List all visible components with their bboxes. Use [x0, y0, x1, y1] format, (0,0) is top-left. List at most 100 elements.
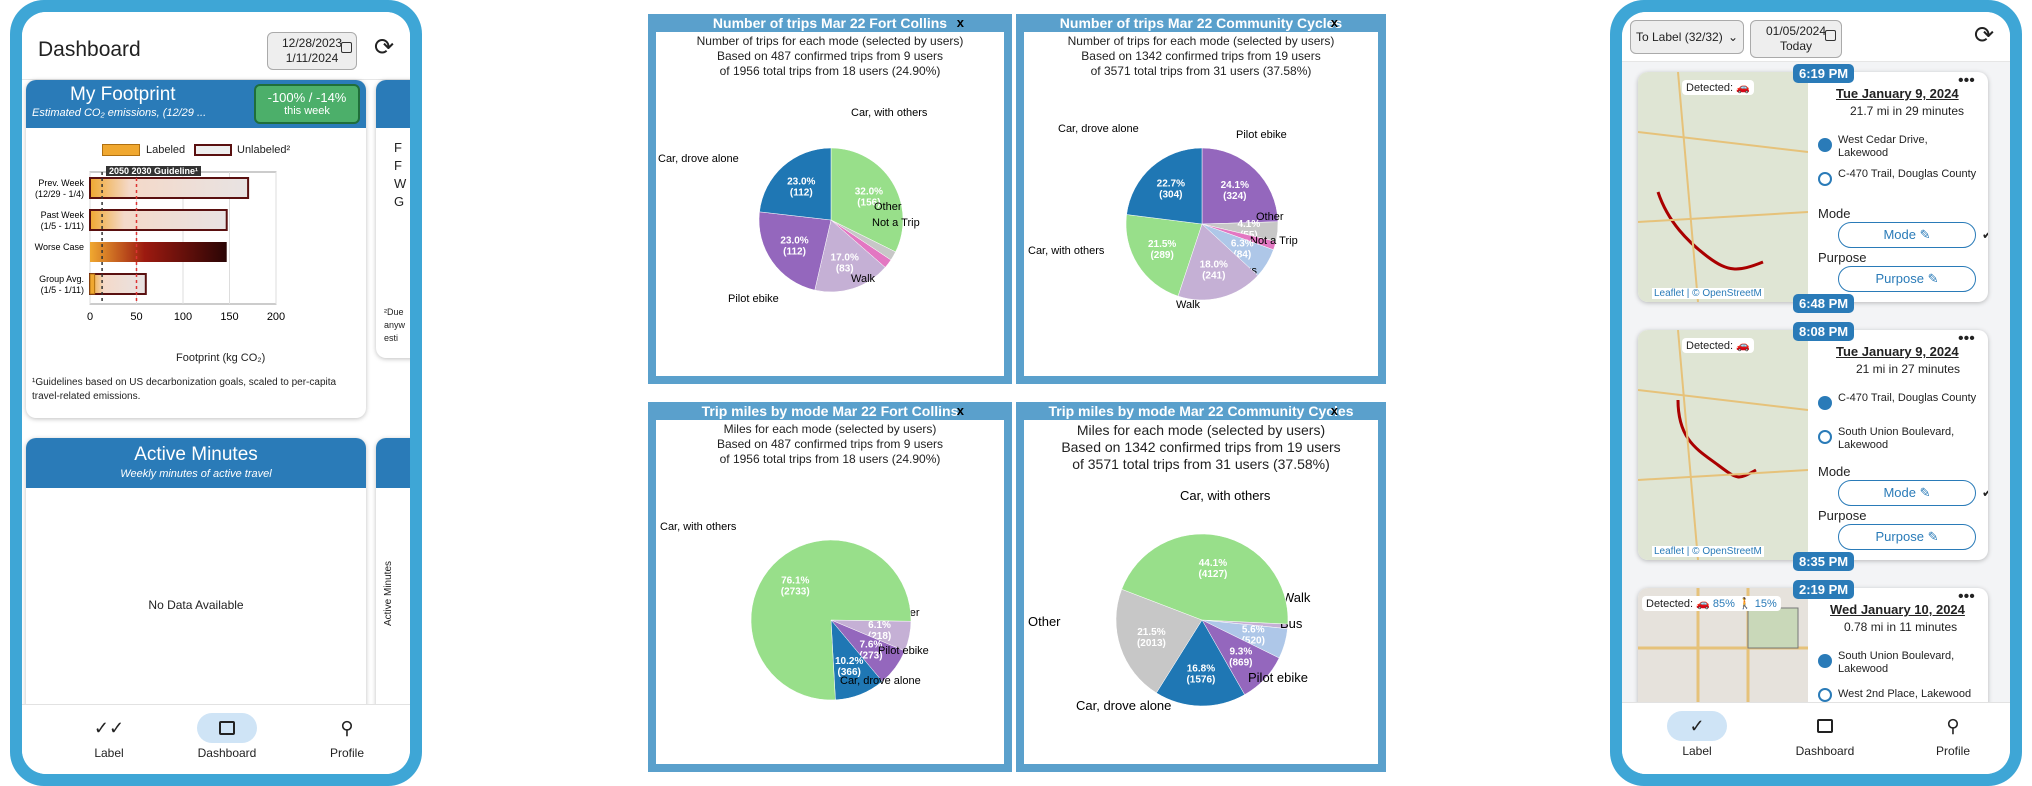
destination-flag-icon — [1818, 172, 1832, 186]
map-attribution[interactable]: Leaflet | © OpenStreetM — [1652, 546, 1764, 557]
map-attribution[interactable]: Leaflet | © OpenStreetM — [1652, 288, 1764, 299]
slice-count: (869) — [1229, 658, 1252, 669]
more-options-icon[interactable]: ••• — [1958, 330, 1975, 347]
pie-chart: 6.1%(218)Other7.6%(273)Pilot ebike10.2%(… — [660, 521, 929, 701]
y-tick-label: (1/5 - 1/11) — [41, 221, 84, 231]
slice-count: (1576) — [1186, 674, 1215, 685]
person-icon: ⚲ — [340, 717, 354, 738]
footprint-bar — [90, 242, 227, 262]
slice-percent: 6.3% — [1231, 238, 1254, 249]
trip-card[interactable]: Detected: 🚗 Leaflet | © OpenStreetM ••• … — [1638, 330, 1988, 560]
pie-slice — [1177, 223, 1259, 301]
pie-slice — [758, 211, 832, 291]
trip-map[interactable]: Detected: 🚗 Leaflet | © OpenStreetM — [1638, 72, 1809, 302]
verify-check-icon[interactable]: ✔ — [1982, 486, 1988, 500]
purpose-button[interactable]: Purpose ✎ — [1838, 266, 1976, 292]
x-tick-label: 150 — [220, 311, 238, 323]
slice-count: (83) — [836, 263, 854, 274]
slice-label: Car, with others — [851, 107, 928, 119]
legend-labeled-swatch — [102, 144, 140, 156]
pencil-icon: ✎ — [1927, 271, 1939, 286]
date-range-picker[interactable]: 12/28/2023 1/11/2024 — [267, 32, 357, 70]
check-icon: ✓ — [1667, 711, 1727, 741]
refresh-icon[interactable]: ⟳ — [1974, 22, 1995, 49]
trip-destination: West 2nd Place, Lakewood — [1838, 688, 1972, 700]
panel-subtitle: of 1956 total trips from 18 users (24.90… — [719, 64, 941, 78]
active-minutes-subtitle: Weekly minutes of active travel — [120, 468, 272, 480]
footprint-card-header: My Footprint Estimated CO₂ emissions, (1… — [26, 80, 366, 128]
route-line — [1638, 330, 1809, 560]
legend-unlabeled-swatch — [194, 144, 232, 156]
panel-close-button[interactable]: x — [956, 403, 964, 418]
panel-subtitle: Miles for each mode (selected by users) — [723, 422, 937, 436]
tab-profile-text: Profile — [329, 746, 364, 760]
filter-select[interactable]: To Label (32/32) ⌄ — [1630, 20, 1744, 54]
x-tick-label: 100 — [174, 311, 192, 323]
tab-profile[interactable]: ⚲ Profile — [292, 713, 402, 761]
tab-dashboard-text: Dashboard — [197, 746, 257, 760]
trip-card[interactable]: Detected: 🚗 Leaflet | © OpenStreetM ••• … — [1638, 72, 1988, 302]
tab-label[interactable]: ✓ Label — [1642, 711, 1752, 758]
bar-chart-icon — [1795, 711, 1855, 741]
car-icon: 🚗 — [1696, 598, 1710, 610]
panel-title: Trip miles by mode Mar 22 Fort Collins — [701, 403, 959, 419]
x-axis-label: Footprint (kg CO₂) — [176, 352, 266, 364]
slice-percent: 18.0% — [1200, 260, 1228, 271]
slice-count: (241) — [1202, 271, 1225, 282]
slice-label: Other — [1256, 211, 1284, 223]
date-range-picker[interactable]: 01/05/2024 Today — [1750, 20, 1842, 58]
panel-close-button[interactable]: x — [1330, 403, 1338, 418]
person-icon: ⚲ — [1946, 715, 1960, 736]
pencil-icon: ✎ — [1919, 485, 1931, 500]
trip-map[interactable]: Detected: 🚗 Leaflet | © OpenStreetM — [1638, 330, 1809, 560]
footprint-subtitle: Estimated CO₂ emissions, (12/29 ... — [32, 107, 207, 119]
tab-profile[interactable]: ⚲ Profile — [1898, 711, 2008, 759]
tab-profile-text: Profile — [1935, 744, 1970, 758]
y-tick-label: (1/5 - 1/11) — [41, 285, 84, 295]
slice-label: Walk — [1282, 590, 1311, 605]
footprint-bar — [89, 177, 250, 199]
footprint-bar-chart: 0 50 100 150 200 Prev. Week(12/29 - 1/4) Past … — [35, 171, 285, 323]
trip-origin: South Union Boulevard, Lakewood — [1838, 650, 1955, 675]
purpose-button[interactable]: Purpose ✎ — [1838, 524, 1976, 550]
pie-slice — [1156, 619, 1245, 707]
purpose-label: Purpose — [1818, 508, 1867, 523]
date-end: 1/11/2024 — [285, 51, 339, 65]
slice-label: Car, with others — [1028, 245, 1105, 257]
panel-subtitle: Number of trips for each mode (selected … — [696, 34, 964, 48]
more-options-icon[interactable]: ••• — [1958, 72, 1975, 89]
pie-slice — [1125, 214, 1203, 297]
slice-count: (324) — [1223, 191, 1246, 202]
destination-flag-icon — [1818, 430, 1832, 444]
slice-label: Car, drove alone — [658, 153, 739, 165]
panel-close-button[interactable]: x — [956, 15, 964, 30]
slice-count: (112) — [790, 188, 813, 199]
panel-close-button[interactable]: x — [1330, 15, 1338, 30]
slice-percent: 10.2% — [835, 656, 863, 667]
x-tick-label: 0 — [87, 311, 93, 323]
mode-button[interactable]: Mode ✎ — [1838, 222, 1976, 248]
double-check-icon: ✓✓ — [93, 717, 125, 738]
mode-button[interactable]: Mode ✎ — [1838, 480, 1976, 506]
tab-dashboard[interactable]: Dashboard — [1770, 711, 1880, 758]
pie-panel: Number of trips Mar 22 Community Cycles x… — [1016, 14, 1386, 384]
slice-percent: 16.8% — [1187, 663, 1215, 674]
y-tick-label: Worse Case — [35, 242, 84, 252]
tab-label-text: Label — [1682, 744, 1712, 758]
car-icon: 🚗 — [1736, 340, 1750, 352]
slice-label: Car, drove alone — [1058, 123, 1139, 135]
panel-title: Number of trips Mar 22 Fort Collins — [712, 15, 948, 31]
tab-dashboard[interactable]: Dashboard — [172, 713, 282, 760]
pie-slice — [814, 219, 886, 293]
slice-count: (2733) — [781, 587, 810, 598]
tab-label[interactable]: ✓✓ Label — [54, 713, 164, 761]
refresh-icon[interactable]: ⟳ — [374, 34, 395, 61]
slice-count: (366) — [838, 667, 861, 678]
slice-label: Not a Trip — [1250, 235, 1298, 247]
slice-label: Walk — [851, 273, 876, 285]
left-phone-frame: Dashboard 12/28/2023 1/11/2024 ⟳ My Foot… — [10, 0, 422, 786]
panel-subtitle: of 3571 total trips from 31 users (37.58… — [1090, 64, 1312, 78]
verify-check-icon[interactable]: ✔ — [1982, 228, 1988, 242]
no-data-message: No Data Available — [148, 598, 244, 612]
more-options-icon[interactable]: ••• — [1958, 588, 1975, 605]
